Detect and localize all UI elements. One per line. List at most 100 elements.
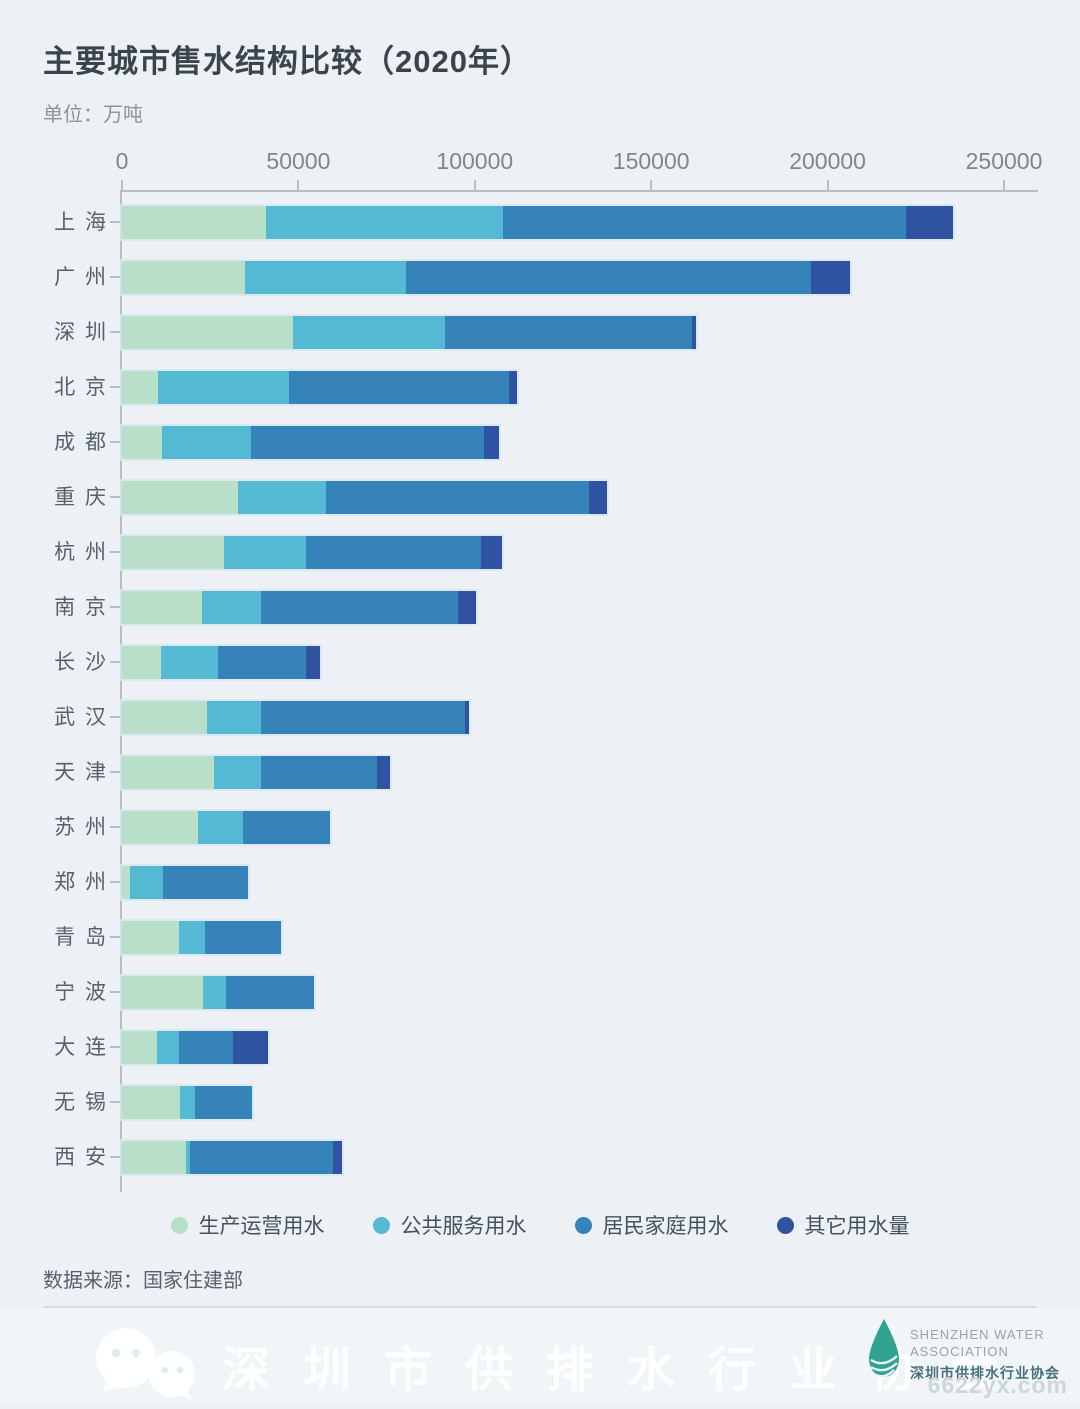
bar-row: 北 京: [0, 360, 1080, 415]
city-label: 武 汉: [54, 706, 108, 729]
city-label: 杭 州: [54, 541, 108, 564]
bar-segment: [484, 426, 500, 459]
bar-segment: [122, 976, 204, 1009]
bar-segment: [122, 921, 180, 954]
y-tick-mark: [110, 771, 120, 773]
bar-segment: [161, 646, 218, 679]
legend-item: 公共服务用水: [372, 1210, 527, 1240]
legend-label: 生产运营用水: [198, 1215, 325, 1238]
x-tick-mark: [121, 180, 123, 190]
bar-segment: [214, 756, 261, 789]
bar-segment: [306, 646, 320, 679]
logo-line-en2: ASSOCIATION: [910, 1344, 1009, 1359]
bar-segment: [179, 1086, 195, 1119]
bar-segment: [811, 261, 850, 294]
bar-row: 长 沙: [0, 635, 1080, 690]
bar-segment: [161, 426, 252, 459]
y-tick-mark: [110, 331, 120, 333]
bar-segment: [260, 701, 466, 734]
bar-segment: [261, 756, 377, 789]
bar-segment: [226, 976, 315, 1009]
city-label: 青 岛: [54, 926, 108, 949]
logo-line-cn: 深圳市供排水行业协会: [910, 1365, 1060, 1381]
x-axis-line: [120, 190, 1038, 192]
bar-segment: [122, 371, 159, 404]
legend-swatch: [574, 1216, 592, 1234]
y-tick-mark: [110, 661, 120, 663]
city-label: 长 沙: [54, 651, 108, 674]
bar-segment: [444, 316, 692, 349]
bar-rows: 上 海广 州深 圳北 京成 都重 庆杭 州南 京长 沙武 汉天 津苏 州郑 州青…: [0, 195, 1080, 1185]
city-label: 苏 州: [54, 816, 108, 839]
bar-segment: [217, 646, 307, 679]
bar-segment: [122, 316, 293, 349]
legend-item: 生产运营用水: [170, 1210, 325, 1240]
stacked-bar-chart: 0 50000 100000 150000 200000 250000 上 海广 州深 圳…: [0, 148, 1080, 1192]
bar-row: 天 津: [0, 745, 1080, 800]
stacked-bar: [122, 316, 696, 349]
y-tick-mark: [110, 276, 120, 278]
stacked-bar: [122, 591, 476, 624]
bar-segment: [509, 371, 517, 404]
bar-segment: [163, 866, 248, 899]
bar-row: 大 连: [0, 1020, 1080, 1075]
bar-segment: [122, 866, 131, 899]
stacked-bar: [122, 921, 282, 954]
bar-row: 无 锡: [0, 1075, 1080, 1130]
city-label: 天 津: [54, 761, 108, 784]
bar-row: 成 都: [0, 415, 1080, 470]
stacked-bar: [122, 756, 391, 789]
bar-segment: [122, 811, 198, 844]
bar-row: 杭 州: [0, 525, 1080, 580]
bar-segment: [202, 591, 261, 624]
bar-segment: [122, 756, 215, 789]
water-drop-icon: [866, 1318, 902, 1385]
y-tick-mark: [110, 1101, 120, 1103]
city-label: 上 海: [54, 211, 108, 234]
stacked-bar: [122, 1031, 269, 1064]
stacked-bar: [122, 1086, 252, 1119]
footer-divider: [43, 1306, 1037, 1308]
bar-segment: [503, 206, 906, 239]
bar-segment: [122, 426, 162, 459]
bar-segment: [190, 1141, 334, 1174]
bar-segment: [197, 811, 243, 844]
bar-segment: [589, 481, 608, 514]
bar-row: 苏 州: [0, 800, 1080, 855]
legend-label: 居民家庭用水: [602, 1215, 729, 1238]
stacked-bar: [122, 536, 502, 569]
city-label: 郑 州: [54, 871, 108, 894]
x-tick-label: 0: [115, 148, 129, 174]
bar-segment: [480, 536, 502, 569]
watermark-text: 深圳市供排水行业协会: [222, 1344, 1033, 1397]
city-label: 南 京: [54, 596, 108, 619]
y-tick-mark: [110, 1156, 120, 1158]
y-tick-mark: [110, 881, 120, 883]
legend: 生产运营用水 公共服务用水 居民家庭用水 其它用水量: [0, 1205, 1080, 1245]
y-tick-mark: [110, 826, 120, 828]
bar-segment: [179, 1031, 234, 1064]
bar-segment: [185, 1141, 191, 1174]
x-tick-label: 250000: [965, 148, 1043, 174]
city-label: 成 都: [54, 431, 108, 454]
bar-segment: [203, 976, 227, 1009]
bar-row: 西 安: [0, 1130, 1080, 1185]
stacked-bar: [122, 206, 954, 239]
logo-line-en1: SHENZHEN WATER: [910, 1327, 1045, 1342]
bar-row: 南 京: [0, 580, 1080, 635]
bar-segment: [265, 206, 504, 239]
bar-segment: [130, 866, 164, 899]
bar-segment: [156, 1031, 180, 1064]
city-label: 无 锡: [54, 1091, 108, 1114]
x-tick-mark: [826, 180, 829, 190]
bar-segment: [325, 481, 590, 514]
stacked-bar: [122, 481, 608, 514]
bar-row: 武 汉: [0, 690, 1080, 745]
x-tick-label: 200000: [789, 148, 866, 174]
x-tick-label: 50000: [266, 148, 331, 174]
x-tick-mark: [1003, 180, 1005, 190]
bar-segment: [233, 1031, 269, 1064]
bar-segment: [691, 316, 696, 349]
wechat-icon: [84, 1326, 212, 1409]
